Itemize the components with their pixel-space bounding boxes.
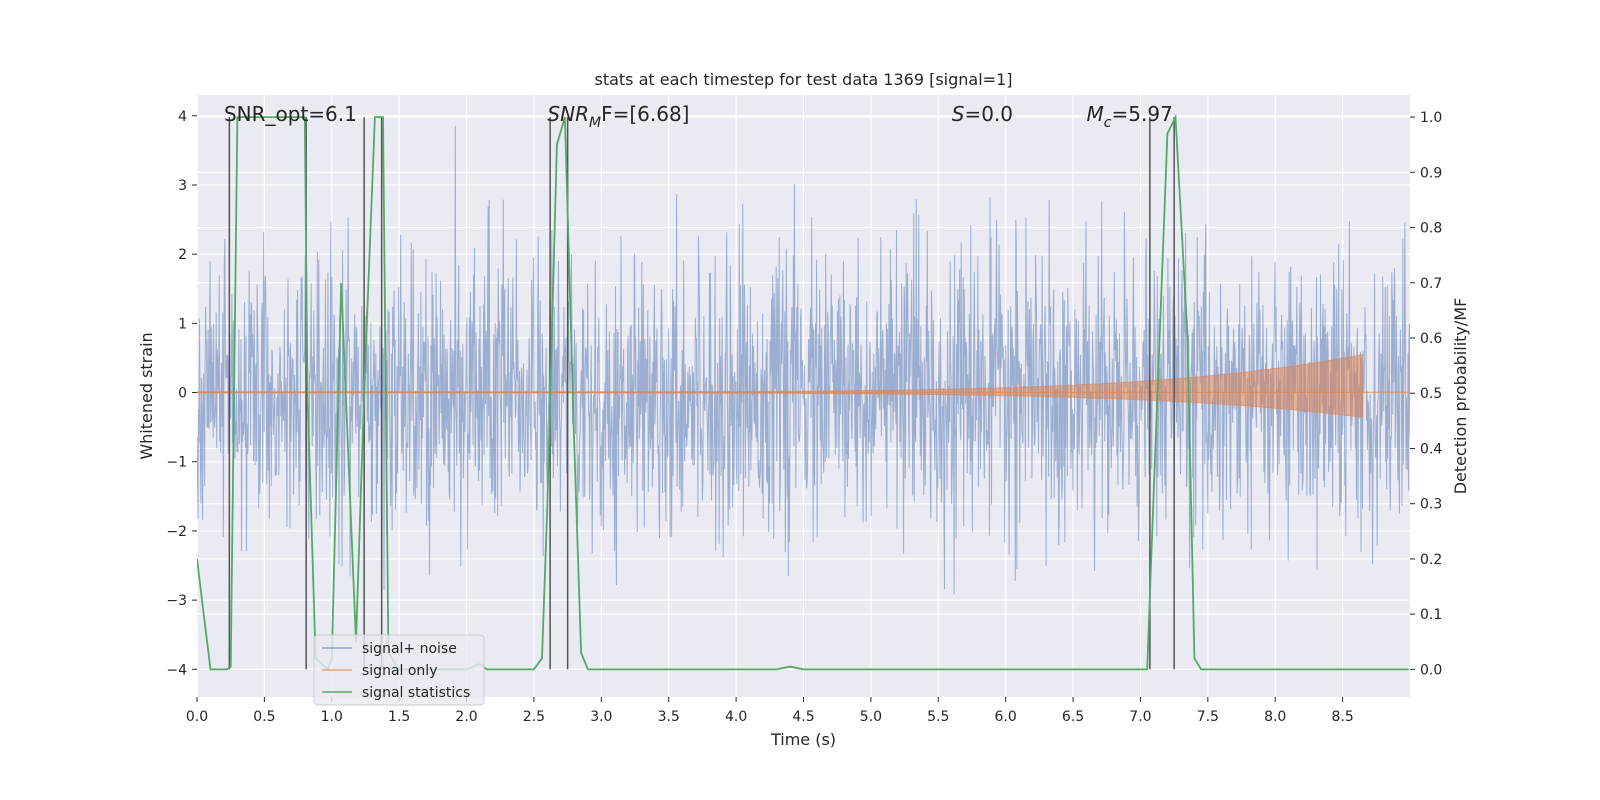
y-tick-label-4: 0 bbox=[178, 386, 187, 402]
legend-label-signal-noise: signal+ noise bbox=[362, 641, 457, 657]
x-tick-label-4: 2.0 bbox=[455, 709, 477, 725]
yr-tick-label-6: 0.6 bbox=[1420, 331, 1442, 347]
x-tick-label-6: 3.0 bbox=[590, 709, 612, 725]
signal-statistics-series bbox=[197, 113, 1409, 671]
x-tick-label-17: 8.5 bbox=[1331, 709, 1353, 725]
y-tick-label-6: 2 bbox=[178, 247, 187, 263]
x-axis-label: Time (s) bbox=[770, 730, 836, 749]
annotation-0: SNR_opt=6.1 bbox=[224, 102, 357, 126]
legend-label-signal-only: signal only bbox=[362, 663, 437, 679]
yr-tick-label-9: 0.9 bbox=[1420, 165, 1442, 181]
y-tick-label-0: −4 bbox=[166, 662, 187, 678]
yr-tick-label-8: 0.8 bbox=[1420, 221, 1442, 237]
y-axis-right-label: Detection probability/MF bbox=[1451, 298, 1470, 495]
yr-tick-label-1: 0.1 bbox=[1420, 607, 1442, 623]
y-tick-label-7: 3 bbox=[178, 178, 187, 194]
y-tick-label-5: 1 bbox=[178, 316, 187, 332]
y-tick-label-8: 4 bbox=[178, 109, 187, 125]
annotation-2: S=0.0 bbox=[952, 102, 1013, 126]
legend-box bbox=[313, 634, 485, 706]
annotation-1-sub: M bbox=[589, 115, 601, 131]
x-tick-label-0: 0.0 bbox=[186, 709, 208, 725]
annotation-1: SNRMF=[6.68] bbox=[547, 102, 689, 131]
x-tick-label-3: 1.5 bbox=[388, 709, 410, 725]
annotations: SNR_opt=6.1 SNRMF=[6.68] S=0.0 Mc=5.97 bbox=[224, 102, 1173, 131]
yr-tick-label-10: 1.0 bbox=[1420, 110, 1442, 126]
x-tick-label-15: 7.5 bbox=[1197, 709, 1219, 725]
annotation-3-rest: =5.97 bbox=[1112, 102, 1173, 126]
y-tick-label-1: −3 bbox=[166, 593, 187, 609]
annotation-3: Mc=5.97 bbox=[1087, 102, 1173, 131]
legend-label-signal-statistics: signal statistics bbox=[362, 685, 470, 701]
yr-tick-label-7: 0.7 bbox=[1420, 276, 1442, 292]
yr-tick-label-5: 0.5 bbox=[1420, 386, 1442, 402]
x-tick-label-9: 4.5 bbox=[792, 709, 814, 725]
x-tick-label-11: 5.5 bbox=[927, 709, 949, 725]
chart-title: stats at each timestep for test data 136… bbox=[594, 70, 1012, 89]
axes: 0.0 0.5 1.0 1.5 2.0 2.5 3.0 3.5 4.0 4.5 5.0 5.5 6.0 6… bbox=[166, 109, 1442, 725]
x-tick-label-10: 5.0 bbox=[860, 709, 882, 725]
x-tick-label-7: 3.5 bbox=[658, 709, 680, 725]
x-tick-label-1: 0.5 bbox=[253, 709, 275, 725]
x-tick-label-5: 2.5 bbox=[523, 709, 545, 725]
annotation-1-main: SNR bbox=[547, 102, 589, 126]
yr-tick-label-2: 0.2 bbox=[1420, 552, 1442, 568]
y-tick-label-2: −2 bbox=[166, 524, 187, 540]
signal-only-series bbox=[197, 353, 1410, 418]
x-tick-label-12: 6.0 bbox=[995, 709, 1017, 725]
x-tick-label-2: 1.0 bbox=[321, 709, 343, 725]
signal-statistics-line bbox=[197, 113, 1409, 671]
y-tick-label-3: −1 bbox=[166, 455, 187, 471]
x-tick-label-14: 7.0 bbox=[1129, 709, 1151, 725]
annotation-2-main: S bbox=[952, 102, 965, 126]
x-tick-label-16: 8.0 bbox=[1264, 709, 1286, 725]
legend: signal+ noise signal only signal statist… bbox=[313, 634, 485, 706]
x-tick-label-8: 4.0 bbox=[725, 709, 747, 725]
annotation-3-main: M bbox=[1087, 102, 1104, 126]
yr-tick-label-4: 0.4 bbox=[1420, 441, 1442, 457]
yr-tick-label-3: 0.3 bbox=[1420, 497, 1442, 513]
annotation-2-rest: =0.0 bbox=[964, 102, 1013, 126]
yr-tick-label-0: 0.0 bbox=[1420, 662, 1442, 678]
annotation-3-sub: c bbox=[1104, 115, 1112, 131]
y-axis-label: Whitened strain bbox=[137, 332, 156, 459]
annotation-1-rest: F=[6.68] bbox=[601, 102, 689, 126]
x-tick-label-13: 6.5 bbox=[1062, 709, 1084, 725]
